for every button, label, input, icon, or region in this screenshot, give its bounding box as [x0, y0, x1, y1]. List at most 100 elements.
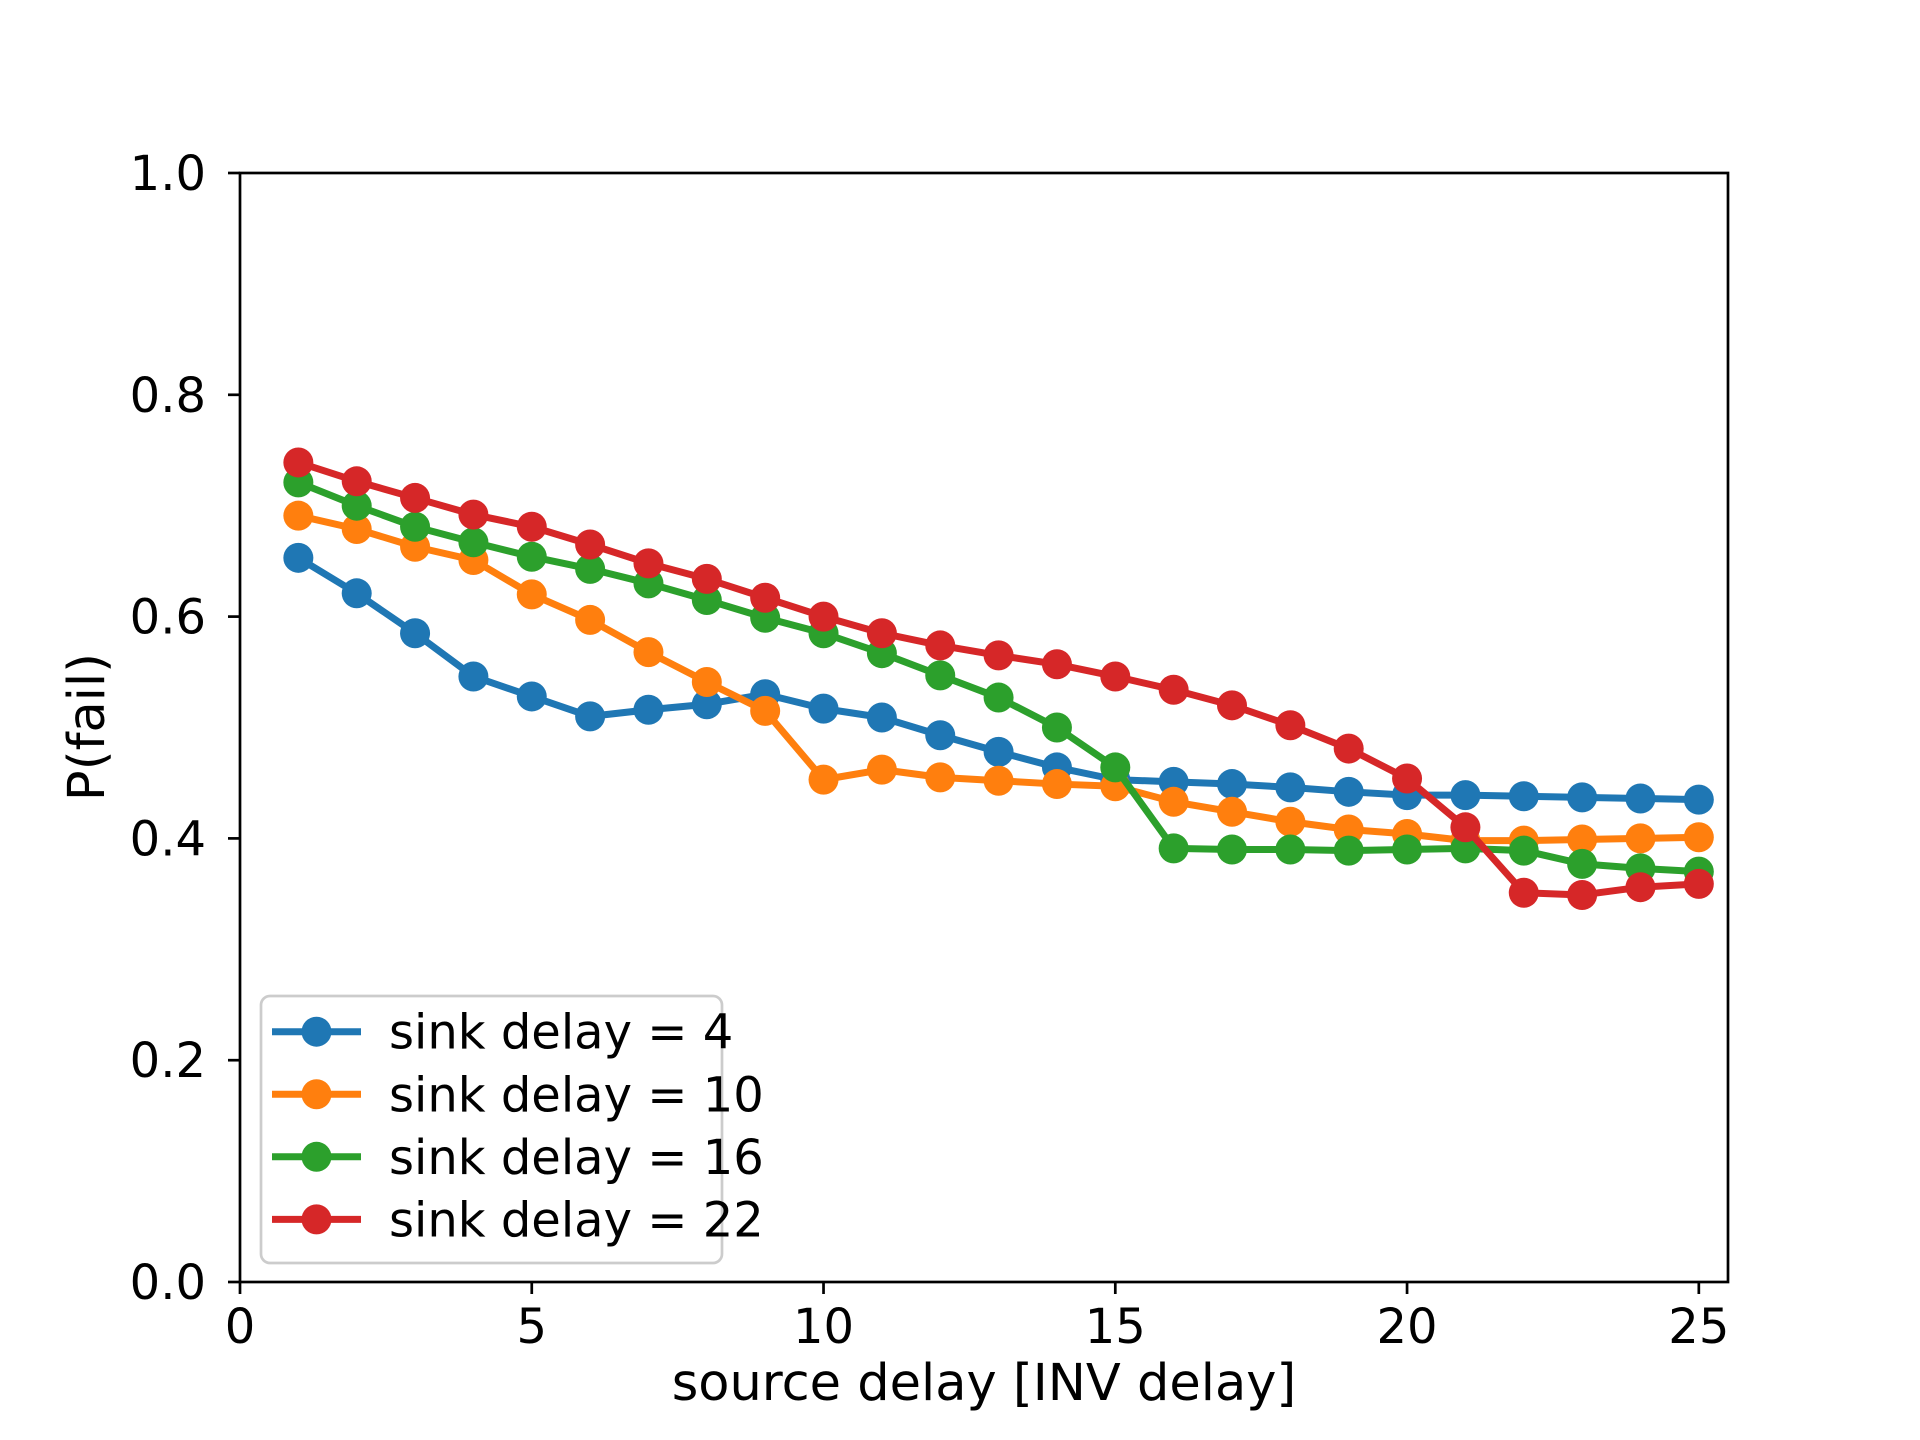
series-marker — [925, 630, 956, 661]
series-marker — [1508, 781, 1539, 812]
legend-label: sink delay = 10 — [389, 1067, 764, 1123]
series-marker — [1217, 690, 1247, 721]
y-tick-label: 0.2 — [130, 1033, 206, 1089]
series-marker — [808, 764, 839, 795]
series-marker — [983, 682, 1014, 713]
series-marker — [1041, 649, 1072, 680]
legend-sample-marker — [301, 1016, 332, 1047]
series-marker — [575, 701, 606, 732]
series-marker — [925, 762, 956, 793]
series-marker — [1625, 783, 1656, 814]
series-marker — [1333, 776, 1364, 807]
series-marker — [1217, 769, 1247, 800]
series-marker — [983, 640, 1014, 671]
legend-label: sink delay = 4 — [389, 1005, 733, 1061]
series-marker — [1275, 834, 1306, 865]
series-marker — [866, 618, 897, 649]
legend-sample-marker — [301, 1204, 332, 1235]
series-marker — [1450, 812, 1481, 843]
series-marker — [866, 702, 897, 733]
series-marker — [925, 720, 956, 751]
series-marker — [633, 694, 664, 725]
series-marker — [691, 689, 722, 720]
legend-sample-marker — [301, 1141, 332, 1172]
series-marker — [1333, 814, 1364, 845]
series-marker — [691, 584, 722, 615]
y-tick-label: 0.8 — [130, 368, 206, 424]
axes-spines — [238, 171, 1730, 1284]
series-marker — [400, 618, 431, 649]
y-tick-label: 0.4 — [130, 811, 206, 867]
y-axis-label: P(fail) — [58, 653, 117, 801]
series-marker — [808, 601, 839, 632]
series-marker — [1508, 835, 1539, 866]
series-marker — [1683, 868, 1714, 899]
series-marker — [1683, 822, 1714, 853]
series-marker — [283, 542, 314, 573]
series-marker — [1275, 806, 1306, 837]
series-marker — [1158, 786, 1189, 817]
series-marker — [1217, 834, 1247, 865]
series-marker — [341, 578, 372, 609]
series-marker — [1275, 710, 1306, 741]
series-marker — [400, 511, 431, 542]
series-marker — [1275, 772, 1306, 803]
series-marker — [1625, 823, 1656, 854]
series-marker — [1567, 782, 1598, 813]
series-marker — [691, 667, 722, 698]
series-marker — [575, 553, 606, 584]
series-marker — [1683, 784, 1714, 815]
series-marker — [1392, 834, 1423, 865]
series-marker — [1333, 835, 1364, 866]
series-marker — [1158, 833, 1189, 864]
series-marker — [516, 541, 547, 572]
series-marker — [1392, 763, 1423, 794]
series-marker — [1450, 780, 1481, 811]
series-marker — [1508, 877, 1539, 908]
series-marker — [983, 736, 1014, 767]
series-marker — [633, 548, 664, 579]
y-tick-label: 0.0 — [130, 1255, 206, 1311]
series-marker — [458, 661, 489, 692]
series-marker — [341, 513, 372, 544]
series-marker — [458, 527, 489, 558]
series-marker — [341, 490, 372, 521]
series-marker — [1041, 769, 1072, 800]
series-marker — [1158, 674, 1189, 705]
x-tick-label: 15 — [1085, 1299, 1146, 1355]
x-axis-label: source delay [INV delay] — [672, 1354, 1297, 1413]
series-marker — [400, 482, 431, 513]
series-marker — [866, 754, 897, 785]
series-marker — [633, 637, 664, 668]
series-marker — [516, 681, 547, 712]
series-marker — [925, 660, 956, 691]
series-marker — [750, 582, 781, 613]
x-tick-label: 5 — [516, 1299, 547, 1355]
series-marker — [1041, 712, 1072, 743]
series-marker — [983, 765, 1014, 796]
series-marker — [1100, 661, 1131, 692]
x-tick-label: 10 — [793, 1299, 854, 1355]
series-marker — [283, 500, 314, 531]
series-marker — [283, 447, 314, 478]
series-marker — [1567, 824, 1598, 855]
series-marker — [575, 604, 606, 635]
series-marker — [691, 563, 722, 594]
series-marker — [1333, 733, 1364, 764]
series-marker — [516, 579, 547, 610]
x-tick-label: 0 — [225, 1299, 256, 1355]
series-marker — [516, 511, 547, 542]
series-marker — [808, 693, 839, 724]
legend-label: sink delay = 22 — [389, 1192, 764, 1248]
series-marker — [1567, 879, 1598, 910]
x-tick-label: 20 — [1377, 1299, 1438, 1355]
series-marker — [1100, 752, 1131, 783]
y-tick-label: 1.0 — [130, 146, 206, 202]
series-marker — [1217, 796, 1247, 827]
series-marker — [341, 466, 372, 497]
series-marker — [458, 499, 489, 530]
series-marker — [750, 695, 781, 726]
legend-label: sink delay = 16 — [389, 1130, 764, 1186]
